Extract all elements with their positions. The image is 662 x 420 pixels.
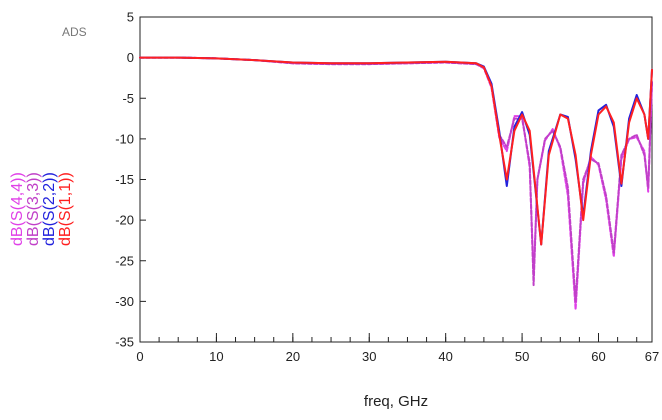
x-axis-label: freq, GHz bbox=[364, 393, 428, 410]
series-line-s33 bbox=[139, 56, 653, 303]
y-tick-label: -35 bbox=[115, 335, 134, 350]
series-line-s11 bbox=[139, 56, 653, 246]
x-tick-label: 60 bbox=[591, 349, 605, 364]
x-tick-label: 30 bbox=[362, 349, 376, 364]
y-tick-label: -20 bbox=[115, 213, 134, 228]
x-tick-label: 10 bbox=[209, 349, 223, 364]
legend-label-s11: dB(S(1,1)) bbox=[57, 172, 74, 246]
y-tick-label: -5 bbox=[122, 91, 134, 106]
legend: dB(S(4,4)) dB(S(3,3)) dB(S(2,2)) dB(S(1,1)) bbox=[9, 172, 74, 246]
y-tick-label: -30 bbox=[115, 294, 134, 309]
x-tick-label: 0 bbox=[136, 349, 143, 364]
series-line-s44 bbox=[139, 56, 653, 311]
x-tick-label: 40 bbox=[438, 349, 452, 364]
legend-label-s33: dB(S(3,3)) bbox=[25, 172, 42, 246]
y-tick-label: 5 bbox=[127, 10, 134, 25]
ads-watermark: ADS bbox=[62, 25, 87, 39]
y-tick-label: -10 bbox=[115, 131, 134, 146]
legend-label-s44: dB(S(4,4)) bbox=[9, 172, 26, 246]
y-tick-label: -25 bbox=[115, 253, 134, 268]
x-tick-label: 50 bbox=[515, 349, 529, 364]
y-tick-label: 0 bbox=[127, 50, 134, 65]
x-tick-label: 67 bbox=[645, 349, 659, 364]
x-tick-label: 20 bbox=[286, 349, 300, 364]
series-lines bbox=[139, 56, 653, 311]
legend-label-s22: dB(S(2,2)) bbox=[41, 172, 58, 246]
y-tick-label: -15 bbox=[115, 172, 134, 187]
